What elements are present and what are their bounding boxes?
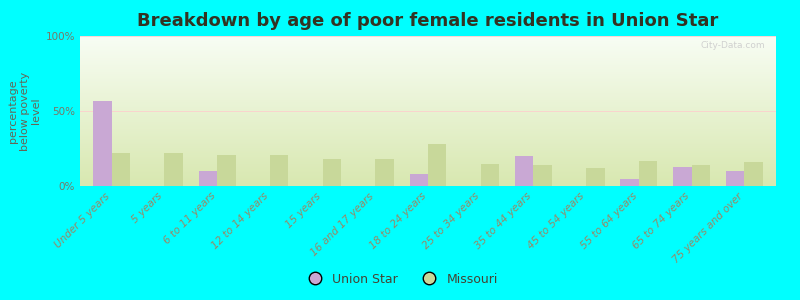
Bar [673,167,692,186]
Title: Breakdown by age of poor female residents in Union Star: Breakdown by age of poor female resident… [138,12,718,30]
Bar [726,171,744,186]
Bar [639,160,658,186]
Bar [217,154,235,186]
Bar [93,100,112,186]
Bar [515,156,534,186]
Bar [692,165,710,186]
Text: City-Data.com: City-Data.com [701,40,766,50]
Bar [410,174,428,186]
Bar [621,178,639,186]
Bar [164,153,183,186]
Bar [586,168,605,186]
Legend: Union Star, Missouri: Union Star, Missouri [297,268,503,291]
Bar [534,165,552,186]
Bar [375,159,394,186]
Bar [322,159,341,186]
Y-axis label: percentage
below poverty
level: percentage below poverty level [8,71,42,151]
Bar [744,162,763,186]
Bar [198,171,217,186]
Bar [112,153,130,186]
Bar [481,164,499,186]
Bar [428,144,446,186]
Bar [270,154,288,186]
